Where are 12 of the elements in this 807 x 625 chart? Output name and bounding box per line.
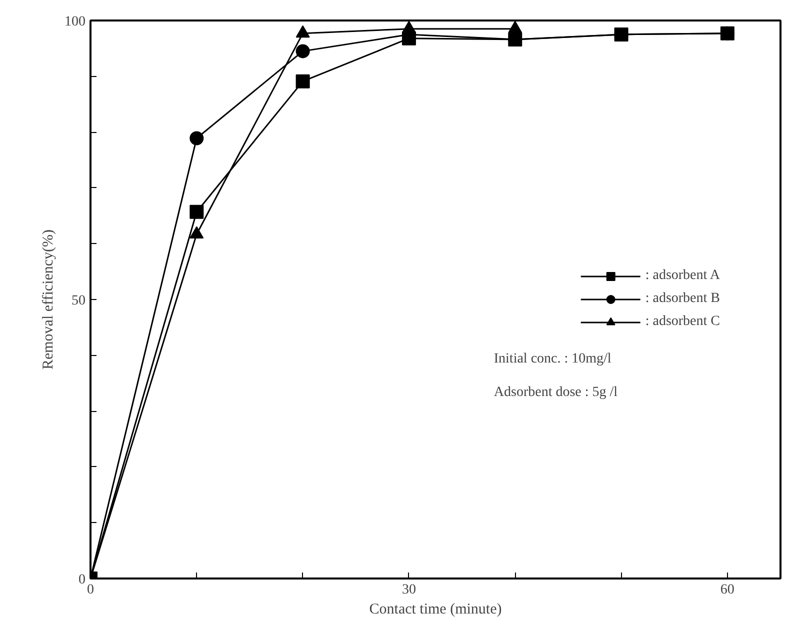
annotation: Initial conc. : 10mg/l [494,351,612,366]
x-axis-title: Contact time (minute) [369,602,502,618]
y-tick-label: 50 [72,294,86,308]
legend-label: : adsorbent B [645,291,720,307]
x-tick-label: 60 [720,582,734,598]
y-axis-title: Removal efficiency(%) [40,229,56,370]
annotation: Adsorbent dose : 5g /l [494,384,618,400]
legend-label: : adsorbent C [645,314,720,330]
legend-label: : adsorbent A [645,268,720,284]
y-tick-label: 100 [64,14,86,30]
x-tick-label: 30 [402,582,416,598]
y-tick-label: 0 [78,572,86,588]
